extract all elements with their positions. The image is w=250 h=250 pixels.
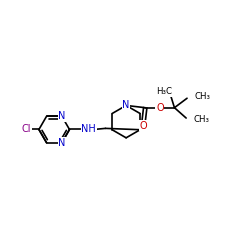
- Text: CH₃: CH₃: [194, 115, 210, 124]
- Text: NH: NH: [81, 124, 96, 134]
- Text: N: N: [58, 111, 66, 121]
- Text: O: O: [140, 121, 147, 131]
- Text: Cl: Cl: [22, 124, 31, 134]
- Text: H₃C: H₃C: [156, 87, 172, 96]
- Text: CH₃: CH₃: [194, 92, 210, 102]
- Text: O: O: [156, 103, 164, 113]
- Text: N: N: [122, 100, 130, 110]
- Text: N: N: [58, 138, 66, 148]
